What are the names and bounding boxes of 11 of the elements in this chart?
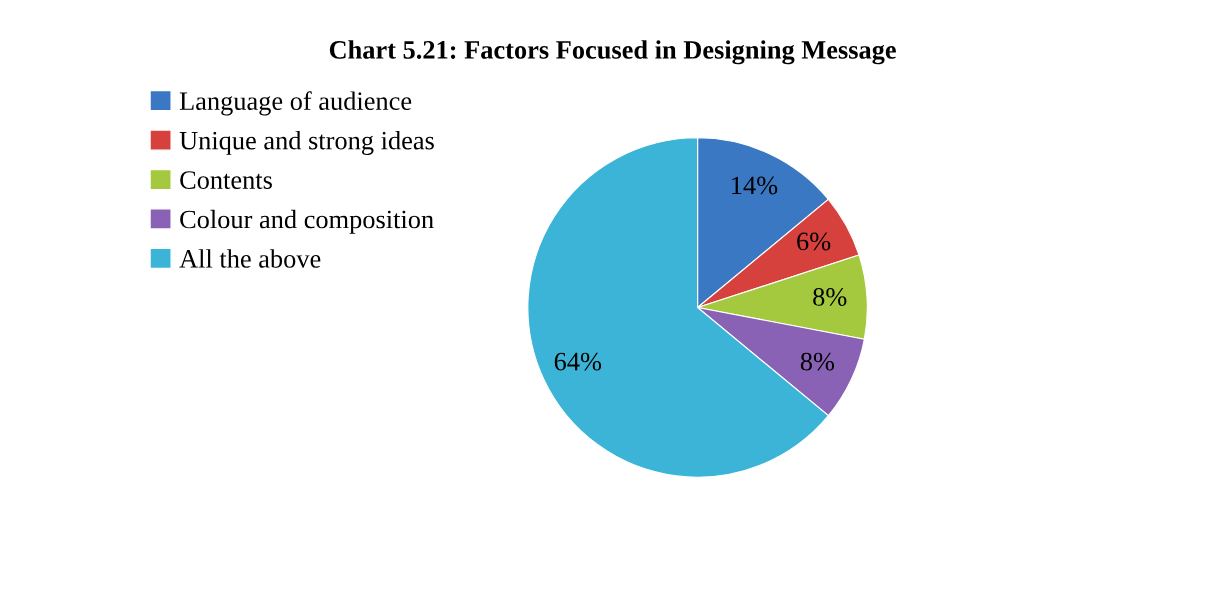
legend-label: Language of audience: [179, 91, 412, 116]
data-label: 8%: [800, 352, 835, 371]
legend-label: All the above: [179, 249, 321, 268]
legend-label: Contents: [180, 171, 272, 189]
data-label: 6%: [797, 232, 831, 251]
legend-label: Unique and strong ideas: [179, 130, 434, 155]
data-label: 64%: [554, 352, 602, 371]
legend-label: Colour and composition: [180, 209, 434, 234]
data-label: 8%: [813, 287, 847, 306]
data-label: 14%: [732, 176, 778, 195]
chart-title: Chart 5.21: Factors Focused in Designing Message: [329, 40, 896, 65]
